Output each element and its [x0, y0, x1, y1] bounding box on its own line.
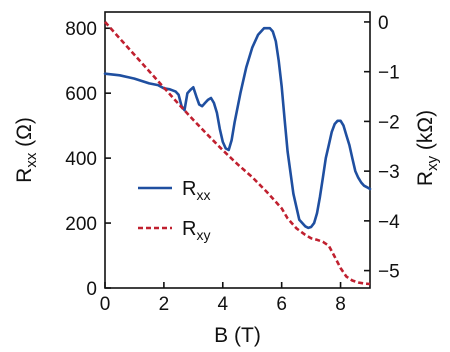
left-axis-ticks: 0 200 400 600 800 — [65, 19, 111, 300]
legend-label-rxy: Rxy — [182, 218, 210, 243]
x-tick-label: 2 — [159, 294, 170, 315]
legend-label-rxx-sub: xx — [196, 187, 210, 203]
series-rxx-line — [103, 26, 372, 230]
legend-label-rxx: Rxx — [182, 178, 210, 203]
x-axis-ticks: 0 2 4 6 8 — [100, 282, 346, 315]
x-tick-label: 0 — [100, 294, 111, 315]
plot-frame — [104, 11, 371, 289]
x-axis-label: B (T) — [214, 324, 261, 347]
x-tick-label: 8 — [335, 294, 346, 315]
right-axis-label-sub: xy — [424, 155, 441, 171]
left-axis-label-unit: (Ω) — [13, 117, 36, 153]
left-tick-label: 600 — [65, 84, 97, 105]
right-tick-label: −4 — [378, 212, 400, 233]
legend-label-rxy-sub: xy — [196, 227, 210, 243]
right-tick-label: 0 — [378, 13, 389, 34]
right-axis-label-main: R — [414, 171, 437, 186]
left-tick-label: 800 — [65, 19, 97, 40]
left-tick-label: 400 — [65, 149, 97, 170]
x-tick-label: 6 — [276, 294, 287, 315]
series-rxy-line — [104, 21, 371, 286]
right-tick-label: −5 — [378, 262, 400, 283]
right-axis-label: Rxy (kΩ) — [414, 110, 441, 186]
left-axis-label-main: R — [13, 168, 36, 183]
legend-label-rxy-main: R — [182, 218, 196, 240]
left-axis-label-sub: xx — [23, 152, 40, 168]
right-tick-label: −1 — [378, 63, 400, 84]
series-layer — [103, 21, 372, 286]
right-axis-ticks: 0 −1 −2 −3 −4 −5 — [364, 13, 400, 283]
right-tick-label: −3 — [378, 162, 400, 183]
legend: Rxx Rxy — [138, 178, 210, 243]
x-tick-label: 4 — [217, 294, 228, 315]
right-tick-label: −2 — [378, 112, 400, 133]
left-tick-label: 0 — [86, 279, 97, 300]
left-tick-label: 200 — [65, 214, 97, 235]
right-axis-label-unit: (kΩ) — [414, 110, 437, 156]
left-axis-label: Rxx (Ω) — [13, 117, 40, 183]
legend-label-rxx-main: R — [182, 178, 196, 200]
